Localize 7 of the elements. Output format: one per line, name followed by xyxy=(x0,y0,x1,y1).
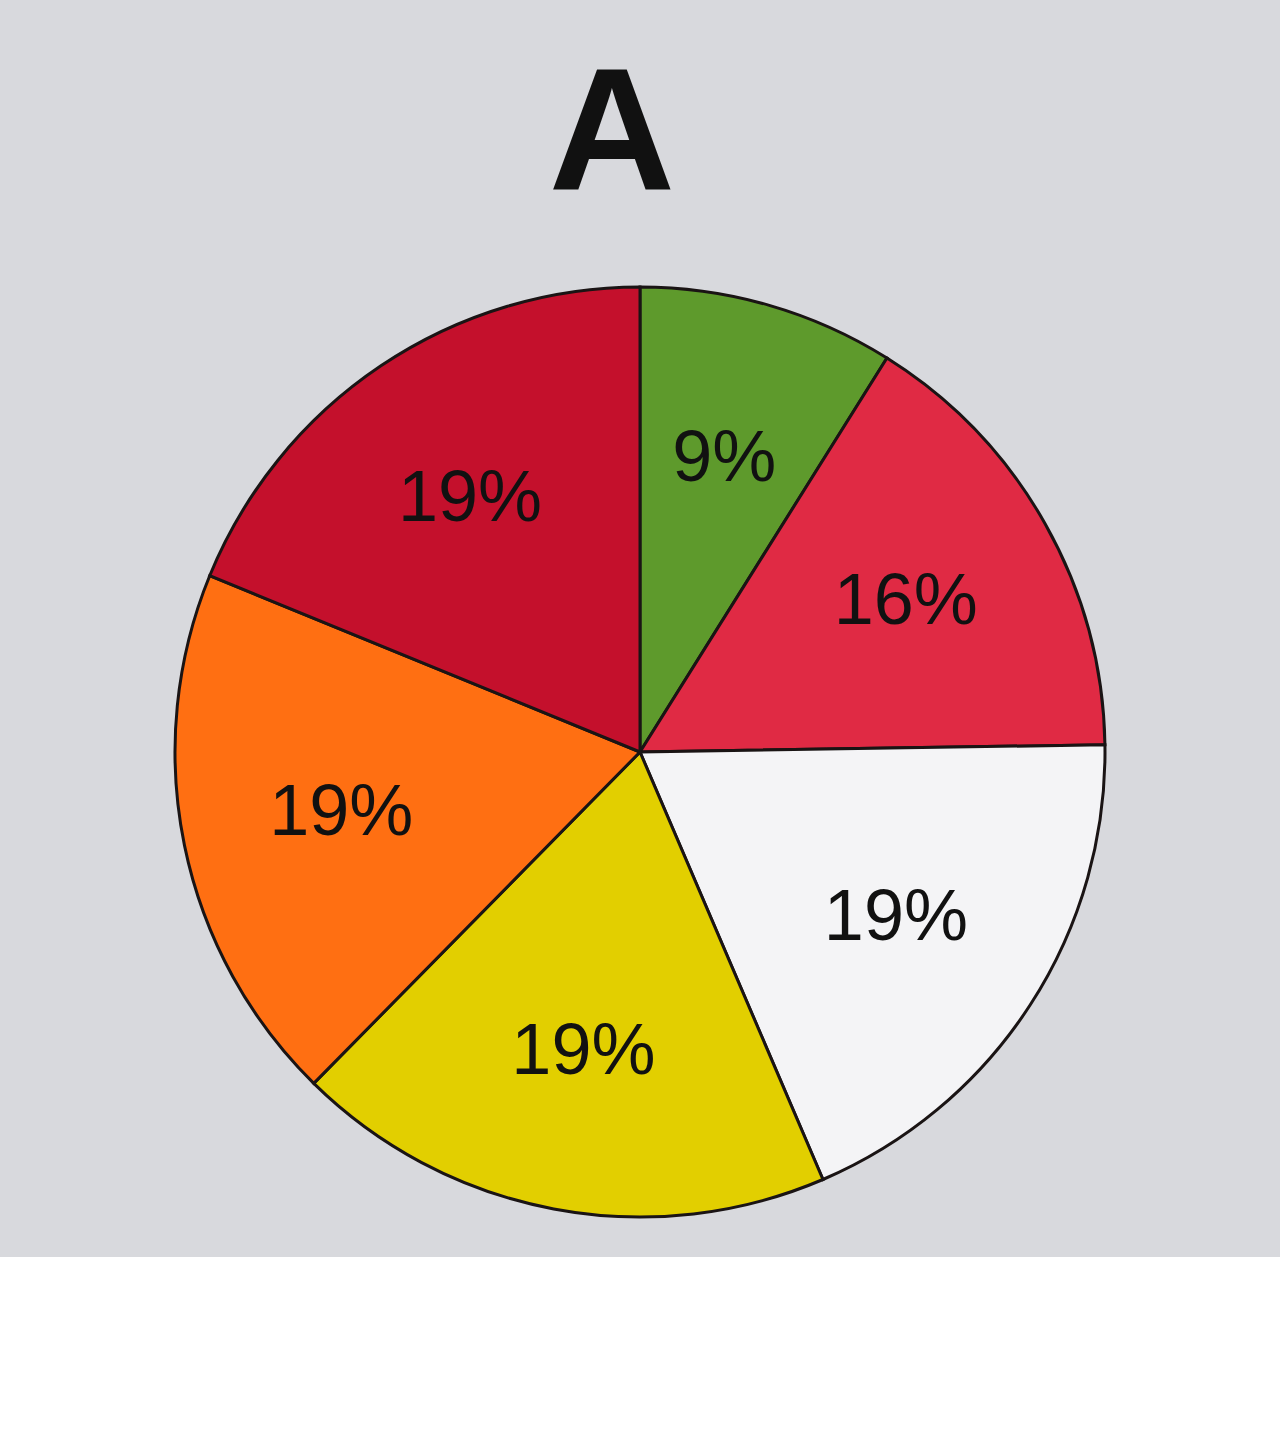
data-label: 19% xyxy=(511,1008,656,1089)
data-label: 19% xyxy=(269,770,414,851)
chart-title: A xyxy=(548,32,676,227)
data-label: 9% xyxy=(672,415,777,496)
data-label: 19% xyxy=(823,874,968,955)
data-label: 16% xyxy=(833,559,978,640)
data-label: 19% xyxy=(398,455,543,536)
